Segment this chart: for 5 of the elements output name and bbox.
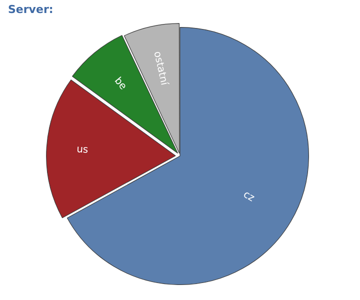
slice-label: cz (241, 189, 256, 204)
slice-label: ostatní (151, 50, 170, 88)
slice-label: be (112, 75, 128, 92)
chart-title: Server: (8, 3, 54, 16)
slice-label: us (76, 144, 88, 156)
